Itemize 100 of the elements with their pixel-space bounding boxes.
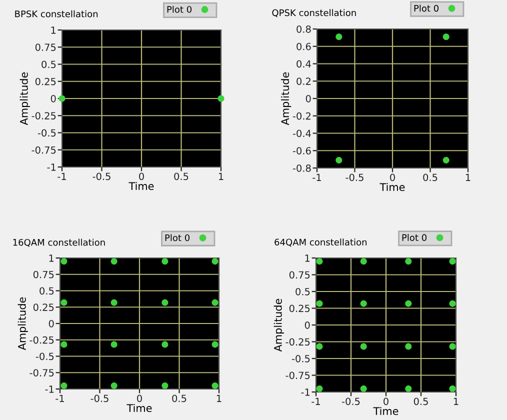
y-tick-label: 0.5 bbox=[42, 60, 56, 68]
y-tick-label: 1 bbox=[305, 254, 310, 262]
x-tick-label: -0.5 bbox=[346, 174, 364, 182]
point bbox=[212, 382, 218, 390]
y-axis-title: Amplitude bbox=[281, 72, 292, 126]
point bbox=[316, 300, 323, 307]
y-tick-label: 0.75 bbox=[33, 270, 54, 278]
y-tick-label: -0.75 bbox=[286, 372, 310, 380]
y-tick-label: -0.75 bbox=[30, 369, 54, 376]
x-tick-label: 1 bbox=[218, 172, 224, 180]
x-tick-label: -0.5 bbox=[92, 172, 110, 180]
y-tick-label: -0.2 bbox=[292, 112, 310, 120]
point bbox=[162, 382, 168, 390]
point bbox=[316, 343, 323, 350]
point bbox=[405, 385, 412, 392]
legend-label: Plot 0 bbox=[402, 234, 427, 241]
point bbox=[449, 343, 456, 350]
point bbox=[60, 258, 68, 265]
y-tick-label: 0.25 bbox=[289, 304, 310, 312]
chart-title: 64QAM constellation bbox=[274, 238, 367, 247]
y-tick-label: 0.5 bbox=[296, 288, 310, 296]
x-tick-label: -1 bbox=[312, 398, 320, 405]
point bbox=[60, 341, 68, 348]
point bbox=[405, 300, 412, 307]
x-tick-label: 0 bbox=[390, 174, 395, 182]
y-tick-label: -0.25 bbox=[30, 336, 54, 344]
x-tick-label: -1 bbox=[56, 394, 64, 402]
x-tick-label: -1 bbox=[58, 172, 66, 180]
y-tick-label: 0 bbox=[50, 94, 56, 102]
y-tick-label: 0 bbox=[48, 320, 54, 328]
x-tick-label: 1 bbox=[454, 398, 458, 405]
x-tick-label: 0.5 bbox=[172, 394, 186, 402]
y-tick-label: 0.75 bbox=[289, 271, 310, 279]
point bbox=[60, 299, 68, 306]
y-tick-label: -0.5 bbox=[36, 352, 54, 360]
point bbox=[162, 341, 168, 348]
point bbox=[212, 258, 218, 265]
point bbox=[360, 300, 367, 307]
y-tick-label: -0.75 bbox=[32, 146, 56, 154]
chart-title: 16QAM constellation bbox=[13, 238, 105, 247]
y-tick-label: 0.25 bbox=[33, 304, 54, 311]
chart-title: BPSK constellation bbox=[15, 10, 98, 18]
legend-label: Plot 0 bbox=[414, 4, 439, 12]
x-tick-label: 0.5 bbox=[423, 174, 438, 182]
y-axis-title: Amplitude bbox=[20, 72, 30, 126]
y-tick-label: 0.6 bbox=[296, 42, 311, 50]
point bbox=[360, 385, 367, 392]
y-tick-label: -0.5 bbox=[38, 129, 56, 137]
x-tick-label: -1 bbox=[312, 174, 321, 181]
point bbox=[60, 382, 68, 390]
legend-label: Plot 0 bbox=[165, 234, 190, 242]
y-tick-label: -1 bbox=[47, 164, 56, 171]
point bbox=[212, 341, 218, 348]
y-tick-label: 0.75 bbox=[35, 44, 56, 51]
x-axis-title: Time bbox=[380, 182, 405, 192]
point bbox=[110, 382, 118, 390]
y-tick-label: -0.25 bbox=[32, 112, 56, 120]
x-tick-label: 1 bbox=[466, 174, 470, 181]
point bbox=[449, 300, 456, 307]
point bbox=[316, 385, 323, 392]
point bbox=[316, 258, 323, 265]
y-tick-label: -0.6 bbox=[292, 147, 311, 154]
point bbox=[162, 258, 168, 265]
y-tick-label: 1 bbox=[49, 254, 54, 262]
y-tick-label: 0.2 bbox=[296, 78, 310, 85]
x-tick-label: 0.5 bbox=[174, 172, 188, 180]
x-axis-title: Time bbox=[373, 406, 398, 416]
point bbox=[110, 299, 118, 306]
y-tick-label: 1 bbox=[51, 26, 56, 34]
point bbox=[110, 341, 118, 348]
point bbox=[449, 258, 456, 265]
y-tick-label: 0 bbox=[304, 321, 310, 329]
y-tick-label: 0.25 bbox=[35, 78, 56, 86]
x-tick-label: 0.5 bbox=[414, 398, 428, 406]
y-tick-label: -1 bbox=[45, 386, 54, 393]
chart-title: QPSK constellation bbox=[272, 9, 356, 18]
y-tick-label: 0.8 bbox=[296, 25, 311, 33]
y-tick-label: -0.5 bbox=[292, 354, 310, 362]
y-tick-label: 0.4 bbox=[296, 60, 311, 68]
y-tick-label: -0.8 bbox=[292, 164, 311, 172]
x-tick-label: 0 bbox=[139, 172, 144, 180]
y-tick-label: 0 bbox=[306, 94, 311, 102]
x-tick-label: 0 bbox=[384, 398, 388, 406]
point bbox=[162, 299, 168, 306]
y-tick-label: -0.25 bbox=[286, 338, 310, 346]
point bbox=[212, 299, 218, 306]
point bbox=[405, 343, 412, 350]
point bbox=[449, 385, 456, 392]
x-tick-label: 1 bbox=[216, 394, 222, 402]
point bbox=[360, 258, 367, 265]
point bbox=[405, 258, 412, 265]
y-axis-title: Amplitude bbox=[18, 297, 28, 350]
y-tick-label: -1 bbox=[301, 388, 310, 396]
y-tick-label: -0.4 bbox=[292, 130, 311, 138]
y-axis-title: Amplitude bbox=[274, 298, 284, 352]
point bbox=[360, 343, 367, 350]
x-tick-label: -0.5 bbox=[342, 398, 360, 406]
point bbox=[110, 258, 118, 265]
legend-label: Plot 0 bbox=[167, 6, 192, 13]
x-axis-title: Time bbox=[126, 404, 152, 412]
